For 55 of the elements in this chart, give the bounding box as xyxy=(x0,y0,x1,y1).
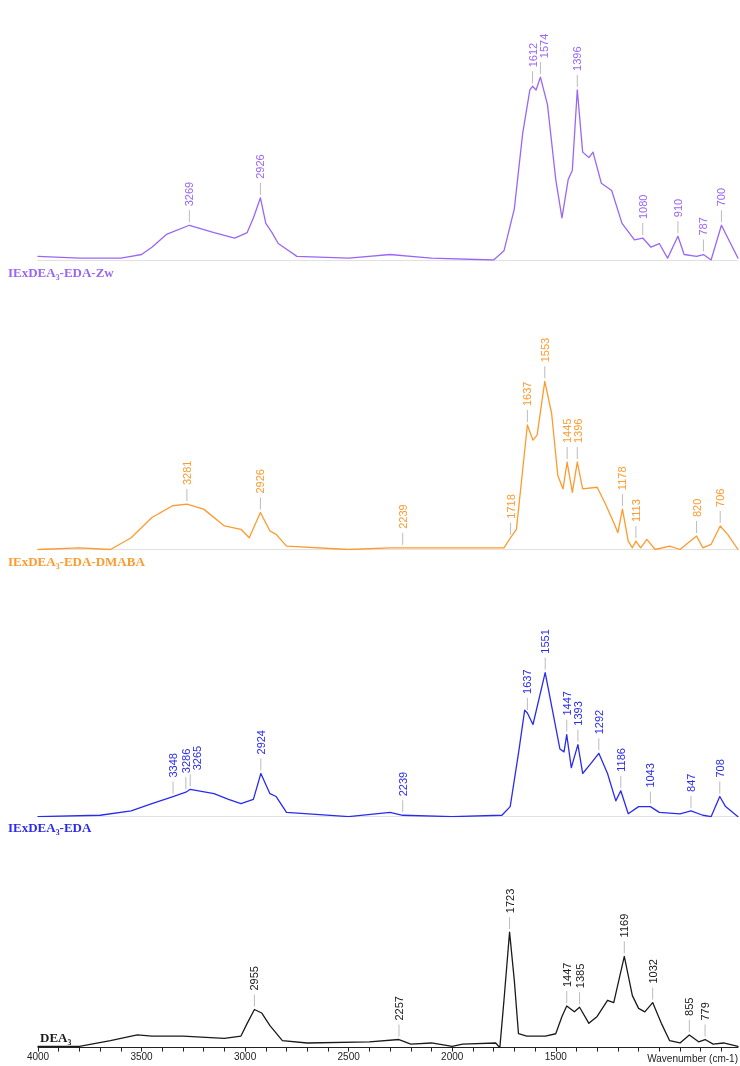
x-tick-label: 3000 xyxy=(233,1051,257,1063)
series-label: IExDEA₃-EDA-DMABA xyxy=(8,554,146,569)
annotation: 3265 xyxy=(190,745,203,771)
annotation: 1113 xyxy=(629,499,642,523)
annotation: 1637 xyxy=(521,669,534,694)
annotation: 1032 xyxy=(646,959,659,984)
annotation: 1385 xyxy=(573,963,586,989)
annotation: 1445 xyxy=(561,418,574,444)
annotation: 1292 xyxy=(592,709,605,735)
annotation: 2257 xyxy=(392,996,405,1021)
annotation: 1393 xyxy=(571,701,584,726)
annotation: 2926 xyxy=(254,469,267,494)
annotation: 779 xyxy=(699,1002,712,1021)
annotation: 1718 xyxy=(504,494,517,519)
annotation: 3348 xyxy=(167,753,180,778)
annotation: 3269 xyxy=(183,181,196,207)
annotation: 1186 xyxy=(614,748,627,772)
annotation: 1080 xyxy=(636,194,649,220)
annotation: 2239 xyxy=(396,504,409,529)
x-tick-label: 2500 xyxy=(337,1051,361,1063)
annotation: 1169 xyxy=(618,913,631,938)
series-label: IExDEA₃-EDA xyxy=(8,820,92,836)
annotation: 1612 xyxy=(526,42,539,68)
annotation: 1396 xyxy=(571,46,584,71)
annotation: 1551 xyxy=(539,629,552,654)
x-tick-label: 2000 xyxy=(441,1051,464,1063)
annotation: 787 xyxy=(697,217,710,236)
annotation: 910 xyxy=(671,198,684,218)
annotation: 3286 xyxy=(179,748,192,774)
annotation: 1396 xyxy=(572,418,585,444)
annotation: 2926 xyxy=(254,154,267,179)
annotation: 2924 xyxy=(254,729,267,755)
annotation: 700 xyxy=(715,187,728,207)
x-tick-label: 1500 xyxy=(544,1051,568,1063)
annotation: 847 xyxy=(684,773,697,792)
annotation: 1553 xyxy=(538,337,551,363)
annotation: 706 xyxy=(714,488,727,507)
annotation: 1178 xyxy=(616,466,629,491)
series-label: DEA₃ xyxy=(40,1030,72,1046)
annotation: 1723 xyxy=(503,888,516,914)
annotation: 1574 xyxy=(537,33,550,59)
annotation: 1043 xyxy=(644,763,657,788)
x-axis-title: Wavenumber (cm-1) xyxy=(647,1053,738,1065)
annotation: 820 xyxy=(690,498,703,518)
annotation: 1447 xyxy=(560,962,573,988)
annotation: 855 xyxy=(683,997,696,1016)
annotation: 2239 xyxy=(396,771,409,797)
annotation: 1447 xyxy=(560,691,573,716)
x-tick-label: 3500 xyxy=(130,1051,154,1063)
series-label: IExDEA₃-EDA-Zw xyxy=(8,264,115,280)
annotation: 3281 xyxy=(180,460,193,486)
x-tick-label: 4000 xyxy=(26,1051,50,1063)
annotation: 1637 xyxy=(521,381,534,407)
annotation: 708 xyxy=(713,759,726,778)
annotation: 2955 xyxy=(248,966,261,991)
